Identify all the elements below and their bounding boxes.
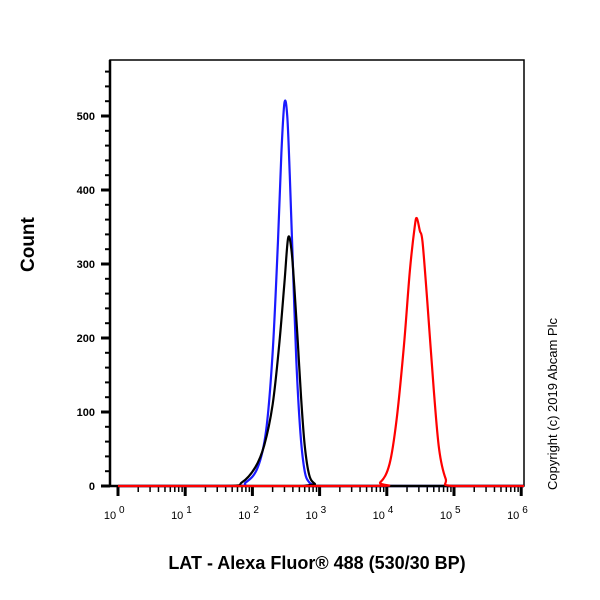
svg-text:5: 5 bbox=[455, 505, 461, 516]
y-axis-label: Count bbox=[18, 217, 39, 272]
svg-text:10: 10 bbox=[238, 510, 250, 522]
svg-text:10: 10 bbox=[104, 510, 116, 522]
svg-text:10: 10 bbox=[373, 510, 385, 522]
plot-series bbox=[118, 99, 524, 488]
x-axis-label: LAT - Alexa Fluor® 488 (530/30 BP) bbox=[168, 553, 466, 573]
svg-text:500: 500 bbox=[77, 111, 95, 123]
svg-text:100: 100 bbox=[77, 407, 95, 419]
svg-text:1: 1 bbox=[186, 505, 192, 516]
copyright-text: Copyright (c) 2019 Abcam Plc bbox=[545, 318, 560, 490]
svg-text:3: 3 bbox=[321, 505, 327, 516]
svg-text:0: 0 bbox=[89, 481, 95, 493]
svg-text:10: 10 bbox=[171, 510, 183, 522]
svg-text:6: 6 bbox=[522, 505, 528, 516]
series-red-line bbox=[118, 216, 524, 488]
series-black-line bbox=[118, 235, 524, 488]
svg-text:200: 200 bbox=[77, 333, 95, 345]
svg-text:10: 10 bbox=[507, 510, 519, 522]
svg-text:0: 0 bbox=[119, 505, 125, 516]
svg-text:10: 10 bbox=[440, 510, 452, 522]
svg-text:2: 2 bbox=[253, 505, 259, 516]
svg-text:400: 400 bbox=[77, 185, 95, 197]
svg-text:300: 300 bbox=[77, 259, 95, 271]
series-blue-line bbox=[118, 99, 524, 488]
svg-text:4: 4 bbox=[388, 505, 394, 516]
svg-text:10: 10 bbox=[305, 510, 317, 522]
